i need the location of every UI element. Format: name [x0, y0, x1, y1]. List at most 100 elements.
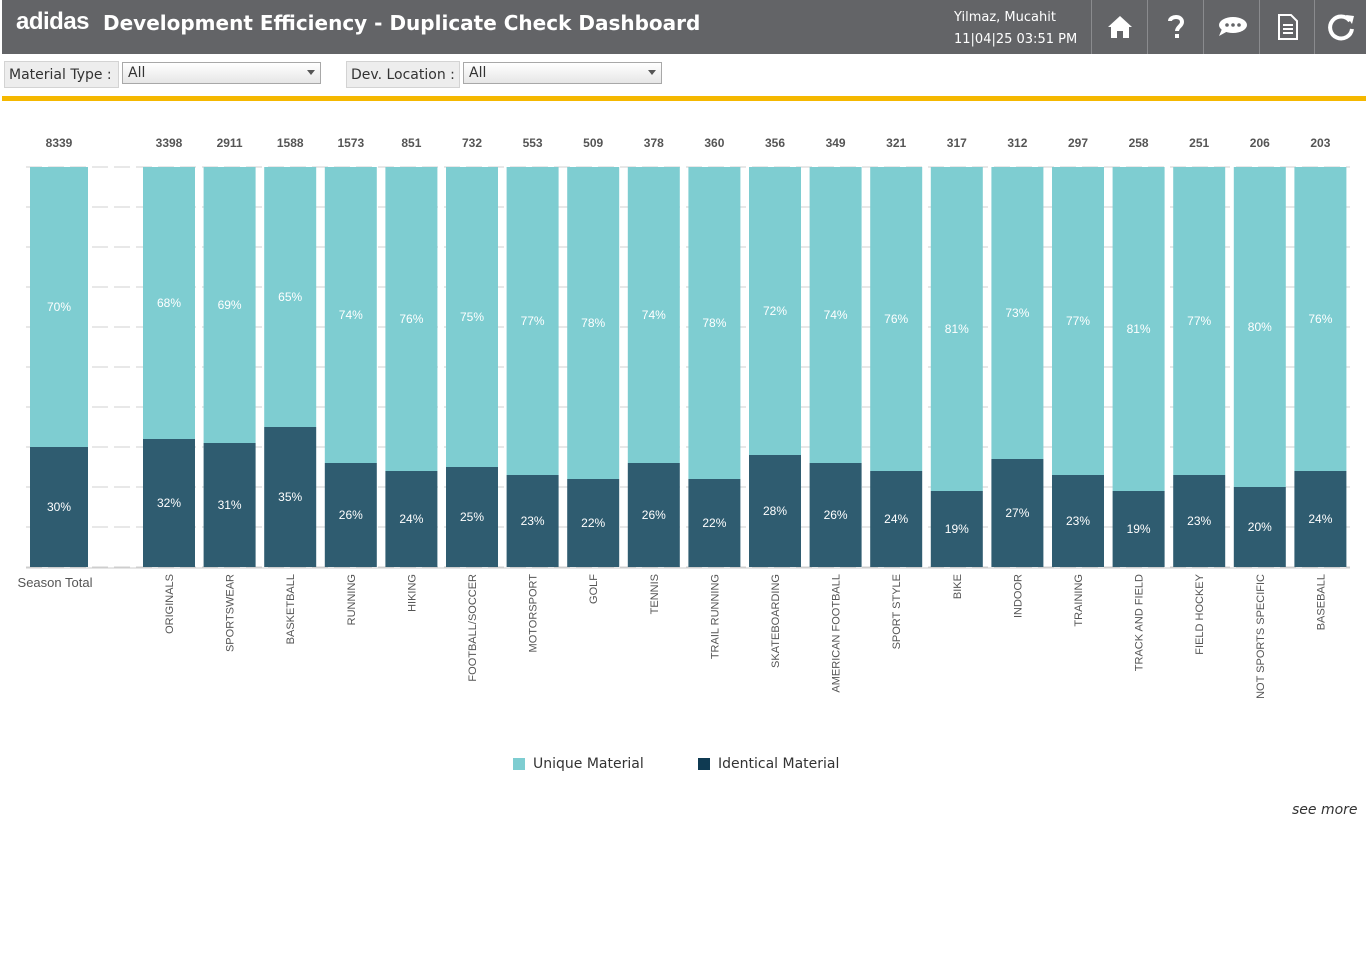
data-label-unique: 65%: [278, 290, 302, 304]
data-label-unique: 77%: [1187, 314, 1211, 328]
data-label-unique: 74%: [824, 308, 848, 322]
legend-label-identical: Identical Material: [718, 756, 840, 772]
bar-unique: [1052, 167, 1104, 475]
bar-count-label: 2911: [217, 136, 243, 150]
bar-unique: [143, 167, 195, 439]
bar-unique: [809, 167, 862, 463]
bar-unique: [324, 167, 377, 463]
home-icon: [1107, 16, 1132, 38]
data-label-identical: 22%: [702, 516, 726, 530]
bar-identical: [870, 471, 923, 567]
bar-count-label: 356: [765, 136, 785, 150]
data-label-unique: 75%: [460, 310, 484, 324]
bar-count-label: 3398: [156, 136, 183, 150]
chevron-down-icon: [307, 70, 315, 75]
bar-unique: [203, 167, 256, 443]
category-label: HIKING: [406, 574, 418, 612]
bar-unique: [688, 167, 741, 479]
bar-count-label: 297: [1068, 136, 1088, 150]
data-label-identical: 26%: [339, 508, 363, 522]
data-label-identical: 30%: [47, 500, 71, 514]
category-label: MOTORSPORT: [528, 574, 540, 653]
category-label: SKATEBOARDING: [770, 574, 782, 668]
data-label-unique: 77%: [521, 314, 545, 328]
bar-unique: [930, 167, 983, 491]
chat-icon: [1218, 17, 1247, 36]
bar-identical: [385, 471, 438, 567]
bar-identical: [749, 455, 801, 567]
data-label-unique: 74%: [339, 308, 363, 322]
bar-count-label: 251: [1189, 136, 1209, 150]
chat-button[interactable]: [1203, 0, 1259, 54]
data-label-unique: 73%: [1005, 306, 1029, 320]
dev-location-label: Dev. Location :: [346, 61, 460, 88]
data-label-identical: 19%: [1127, 522, 1151, 536]
data-label-unique: 72%: [763, 304, 787, 318]
home-button[interactable]: [1091, 0, 1147, 54]
bar-identical: [1233, 487, 1286, 567]
see-more-link[interactable]: see more: [1292, 802, 1358, 818]
material-type-select[interactable]: All: [122, 62, 321, 84]
bar-unique: [567, 167, 620, 479]
bar-count-label: 206: [1250, 136, 1270, 150]
category-label: TRAINING: [1073, 574, 1085, 627]
category-label: FOOTBALL/SOCCER: [467, 574, 479, 682]
bar-count-label: 8339: [46, 136, 73, 150]
data-label-unique: 78%: [702, 316, 726, 330]
dev-location-select[interactable]: All: [463, 62, 662, 84]
bar-identical: [264, 427, 317, 567]
refresh-button[interactable]: [1314, 0, 1366, 54]
data-label-unique: 80%: [1248, 320, 1272, 334]
bar-count-label: 312: [1007, 136, 1027, 150]
bar-identical: [809, 463, 862, 567]
app-header: adidas Development Efficiency - Duplicat…: [2, 0, 1366, 54]
material-type-value: All: [128, 65, 146, 81]
data-label-unique: 78%: [581, 316, 605, 330]
bar-unique: [991, 167, 1044, 459]
adidas-logo: adidas: [16, 8, 90, 35]
help-button[interactable]: [1147, 0, 1203, 54]
data-label-identical: 24%: [884, 512, 908, 526]
data-label-unique: 76%: [399, 312, 423, 326]
data-label-identical: 27%: [1005, 506, 1029, 520]
data-label-identical: 23%: [1187, 514, 1211, 528]
category-label: RUNNING: [346, 574, 358, 625]
bar-unique: [30, 167, 88, 447]
category-label: ORIGINALS: [164, 574, 176, 634]
bar-identical: [1294, 471, 1347, 567]
data-label-unique: 76%: [1308, 312, 1332, 326]
bar-count-label: 1588: [277, 136, 304, 150]
document-button[interactable]: [1259, 0, 1315, 54]
data-label-identical: 31%: [218, 498, 242, 512]
data-label-identical: 23%: [521, 514, 545, 528]
category-label: BIKE: [952, 574, 964, 599]
document-icon: [1277, 14, 1298, 40]
bar-unique: [506, 167, 559, 475]
category-label: AMERICAN FOOTBALL: [831, 574, 843, 693]
data-label-identical: 26%: [824, 508, 848, 522]
bar-unique: [749, 167, 801, 455]
refresh-icon: [1328, 14, 1354, 41]
bar-identical: [30, 447, 88, 567]
bar-unique: [627, 167, 680, 463]
accent-divider: [2, 96, 1366, 101]
bar-identical: [627, 463, 680, 567]
help-icon: [1167, 15, 1184, 38]
bar-count-label: 360: [704, 136, 724, 150]
category-label: GOLF: [588, 574, 600, 604]
legend-identical: Identical Material: [698, 756, 839, 772]
data-label-identical: 23%: [1066, 514, 1090, 528]
data-label-unique: 69%: [218, 298, 242, 312]
material-type-label: Material Type :: [4, 61, 119, 88]
data-label-identical: 20%: [1248, 520, 1272, 534]
data-label-identical: 24%: [399, 512, 423, 526]
category-label: TRACK AND FIELD: [1134, 574, 1146, 671]
bar-count-label: 509: [583, 136, 603, 150]
category-label: SPORT STYLE: [891, 574, 903, 649]
data-label-identical: 19%: [945, 522, 969, 536]
chevron-down-icon: [648, 70, 656, 75]
bar-unique: [385, 167, 438, 471]
bar-count-label: 317: [947, 136, 967, 150]
data-label-identical: 35%: [278, 490, 302, 504]
data-label-identical: 22%: [581, 516, 605, 530]
